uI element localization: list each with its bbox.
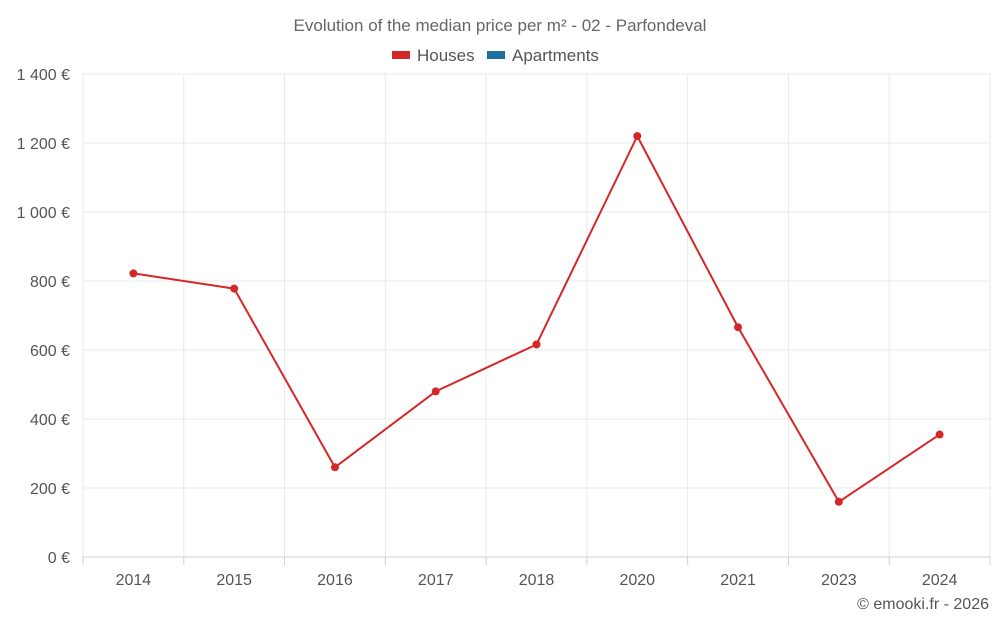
data-point[interactable] — [129, 269, 138, 278]
data-point[interactable] — [330, 463, 339, 472]
legend-item-houses[interactable]: Houses — [392, 46, 475, 65]
y-tick-label: 1 200 € — [17, 136, 70, 153]
legend-label-apartments: Apartments — [512, 46, 599, 65]
chart-title: Evolution of the median price per m² - 0… — [294, 16, 707, 35]
y-tick-label: 200 € — [30, 481, 70, 498]
credit-text: © emooki.fr - 2026 — [857, 596, 989, 613]
legend-swatch-apartments — [487, 51, 505, 59]
x-tick-label: 2021 — [720, 572, 756, 589]
x-tick-label: 2014 — [116, 572, 152, 589]
legend-item-apartments[interactable]: Apartments — [487, 46, 599, 65]
y-tick-label: 800 € — [30, 274, 70, 291]
x-tick-label: 2015 — [216, 572, 252, 589]
data-point[interactable] — [230, 284, 239, 293]
legend-swatch-houses — [392, 51, 410, 59]
data-point[interactable] — [431, 387, 440, 396]
data-point[interactable] — [532, 340, 541, 349]
series-line-houses — [133, 135, 941, 503]
x-tick-label: 2016 — [317, 572, 353, 589]
x-axis-labels: 2014 2015 2016 2017 2018 2020 2021 2023 2024 — [116, 572, 958, 589]
x-axis-ticks — [82, 557, 991, 565]
series-layer — [129, 132, 944, 506]
x-tick-label: 2024 — [922, 572, 958, 589]
x-tick-label: 2017 — [418, 572, 454, 589]
y-axis-labels: 0 € 200 € 400 € 600 € 800 € 1 000 € 1 200 € 1 4… — [17, 67, 70, 567]
y-tick-label: 0 € — [48, 550, 70, 567]
x-tick-label: 2018 — [519, 572, 555, 589]
data-point[interactable] — [935, 430, 944, 439]
y-tick-label: 1 000 € — [17, 205, 70, 222]
y-tick-label: 400 € — [30, 412, 70, 429]
data-point[interactable] — [633, 132, 642, 141]
data-point[interactable] — [834, 497, 843, 506]
x-gridlines — [82, 74, 991, 557]
y-tick-label: 600 € — [30, 343, 70, 360]
x-tick-label: 2020 — [619, 572, 655, 589]
x-tick-label: 2023 — [821, 572, 857, 589]
data-point[interactable] — [734, 323, 743, 332]
legend: Houses Apartments — [392, 46, 599, 65]
legend-label-houses: Houses — [417, 46, 475, 65]
y-tick-label: 1 400 € — [17, 67, 70, 84]
y-gridlines — [83, 73, 990, 489]
